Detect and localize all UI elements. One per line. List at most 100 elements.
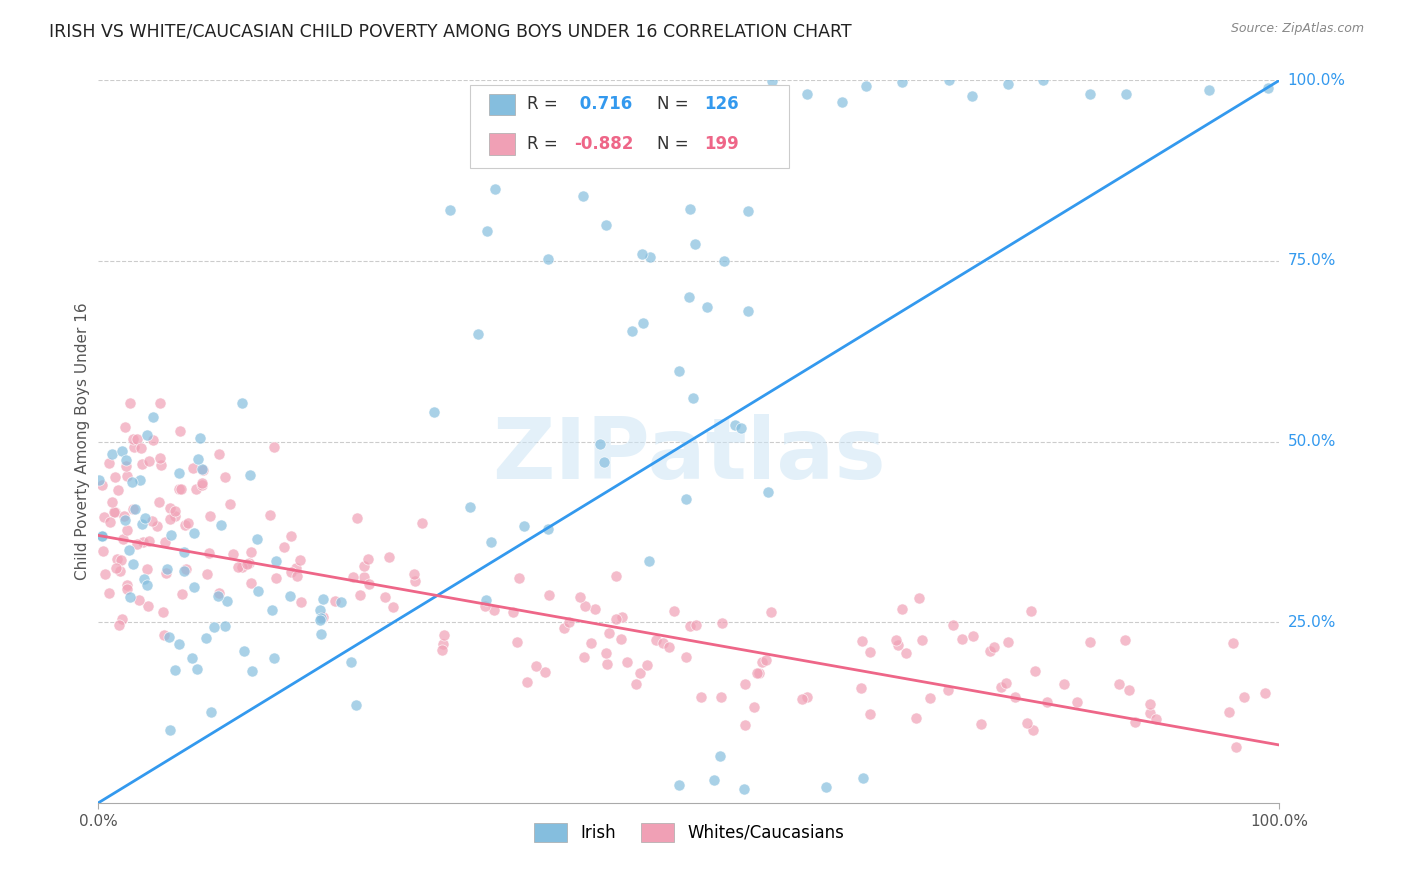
- Point: [181, 460, 204, 475]
- Text: 199: 199: [704, 136, 740, 153]
- Point: [136, 577, 159, 591]
- Point: [104, 469, 127, 483]
- Point: [141, 514, 163, 528]
- Point: [159, 723, 181, 737]
- FancyBboxPatch shape: [471, 86, 789, 169]
- Point: [696, 301, 718, 315]
- Point: [357, 576, 380, 591]
- Text: R =: R =: [527, 95, 564, 113]
- Point: [703, 773, 725, 788]
- Point: [1024, 664, 1046, 678]
- Point: [98, 456, 121, 470]
- Point: [198, 546, 221, 560]
- Point: [353, 570, 375, 584]
- Point: [200, 705, 222, 719]
- Point: [172, 587, 194, 601]
- Point: [91, 544, 114, 558]
- Point: [180, 651, 202, 665]
- Point: [232, 644, 254, 658]
- Point: [312, 591, 335, 606]
- Point: [239, 467, 262, 482]
- Point: [979, 644, 1001, 658]
- Point: [502, 605, 524, 619]
- Point: [689, 690, 711, 704]
- Point: [273, 540, 295, 554]
- Point: [668, 778, 690, 792]
- Point: [308, 603, 330, 617]
- Point: [236, 557, 259, 571]
- Point: [186, 662, 208, 676]
- Point: [217, 594, 239, 608]
- Point: [191, 462, 214, 476]
- Point: [404, 574, 426, 588]
- Text: 126: 126: [704, 95, 740, 113]
- Point: [859, 706, 882, 721]
- Point: [263, 440, 285, 454]
- Point: [131, 516, 153, 531]
- Point: [668, 364, 690, 378]
- Point: [588, 437, 610, 451]
- Point: [553, 621, 575, 635]
- Point: [624, 677, 647, 691]
- Point: [110, 553, 132, 567]
- Point: [1139, 697, 1161, 711]
- Point: [610, 632, 633, 646]
- Point: [132, 534, 155, 549]
- Point: [117, 578, 139, 592]
- Point: [638, 250, 661, 264]
- Point: [149, 450, 172, 465]
- Point: [938, 73, 960, 87]
- Point: [537, 252, 560, 266]
- Point: [280, 565, 302, 579]
- Point: [662, 603, 685, 617]
- Point: [173, 545, 195, 559]
- Point: [859, 645, 882, 659]
- Point: [1139, 706, 1161, 720]
- Point: [761, 605, 783, 619]
- Point: [1218, 706, 1240, 720]
- Point: [710, 616, 733, 631]
- Point: [458, 500, 481, 514]
- Point: [572, 649, 595, 664]
- Point: [108, 618, 131, 632]
- Point: [209, 517, 232, 532]
- Point: [404, 567, 426, 582]
- Point: [1118, 683, 1140, 698]
- Point: [280, 529, 302, 543]
- Point: [583, 602, 606, 616]
- Point: [188, 431, 211, 445]
- Point: [592, 454, 614, 468]
- FancyBboxPatch shape: [489, 134, 516, 155]
- Point: [118, 542, 141, 557]
- Point: [430, 643, 453, 657]
- Point: [91, 478, 114, 492]
- Point: [950, 632, 973, 646]
- Point: [1080, 87, 1102, 102]
- Point: [103, 505, 125, 519]
- Point: [558, 615, 581, 629]
- Point: [340, 655, 363, 669]
- Point: [997, 634, 1019, 648]
- Point: [131, 457, 153, 471]
- Point: [312, 609, 335, 624]
- Point: [533, 665, 555, 679]
- Point: [163, 663, 186, 677]
- Point: [142, 434, 165, 448]
- Point: [479, 535, 502, 549]
- Point: [1032, 73, 1054, 87]
- Point: [574, 599, 596, 613]
- Point: [231, 559, 253, 574]
- Point: [155, 566, 177, 581]
- Point: [125, 537, 148, 551]
- Point: [1066, 695, 1088, 709]
- Point: [187, 451, 209, 466]
- Point: [284, 561, 307, 575]
- Point: [129, 473, 152, 487]
- Point: [155, 534, 177, 549]
- Point: [101, 495, 124, 509]
- Point: [994, 676, 1017, 690]
- Point: [114, 509, 136, 524]
- Point: [1222, 636, 1244, 650]
- Point: [153, 628, 176, 642]
- Point: [733, 781, 755, 796]
